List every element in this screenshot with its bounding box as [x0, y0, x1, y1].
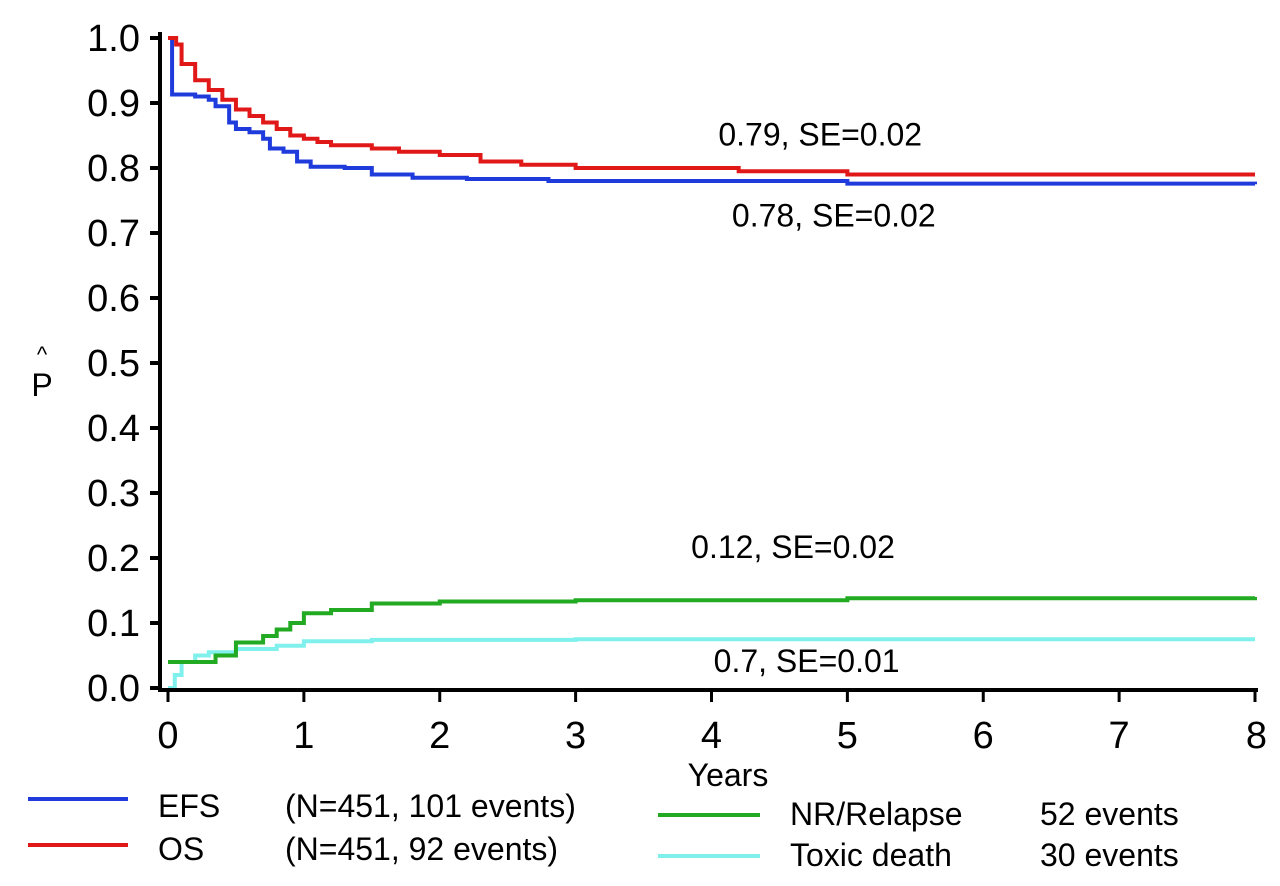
y-axis-title: ^ P — [31, 342, 52, 403]
series-line-nr-relapse — [168, 596, 1257, 664]
x-tick-label: 6 — [973, 715, 994, 757]
series-line-os — [168, 36, 1255, 177]
annotation-label: 0.78, SE=0.02 — [732, 198, 936, 234]
y-tick-label: 0.7 — [87, 213, 140, 255]
y-tick-label: 0.9 — [87, 83, 140, 125]
y-tick-label: 0.4 — [87, 408, 140, 450]
legend-detail-efs: (N=451, 101 events) — [285, 788, 576, 824]
x-axis-title: Years — [688, 757, 769, 793]
legend-detail-os: (N=451, 92 events) — [285, 831, 558, 867]
y-axis-title-hat: ^ — [37, 342, 48, 367]
y-tick-label: 0.8 — [87, 148, 140, 190]
x-tick-label: 7 — [1109, 715, 1130, 757]
annotation-label: 0.7, SE=0.01 — [714, 643, 900, 679]
legend-label-nr-relapse: NR/Relapse — [790, 796, 963, 832]
y-axis-title-p: P — [31, 367, 52, 403]
annotations: 0.79, SE=0.02 0.78, SE=0.02 0.12, SE=0.02 0… — [691, 116, 935, 679]
x-tick-label: 2 — [429, 715, 450, 757]
legend-label-efs: EFS — [158, 788, 220, 824]
series-line-efs — [168, 36, 1257, 186]
annotation-label: 0.12, SE=0.02 — [691, 529, 895, 565]
y-tick-label: 1.0 — [87, 18, 140, 60]
x-tick-label: 5 — [837, 715, 858, 757]
y-tick-label: 0.5 — [87, 343, 140, 385]
legend-detail-nr-relapse: 52 events — [1040, 796, 1179, 832]
y-tick-label: 0.3 — [87, 473, 140, 515]
y-tick-label: 0.0 — [87, 668, 140, 710]
y-tick-label: 0.6 — [87, 278, 140, 320]
x-tick-label: 4 — [701, 715, 722, 757]
legend-label-toxic-death: Toxic death — [790, 837, 952, 873]
x-axis: 0 1 2 3 4 5 6 7 8 — [157, 688, 1267, 757]
y-tick-label: 0.1 — [87, 603, 140, 645]
y-axis: 0.0 0.1 0.2 0.3 0.4 0.5 0.6 0.7 0.8 0.9 1.0 — [87, 18, 162, 710]
x-tick-label: 1 — [293, 715, 314, 757]
legend-detail-toxic-death: 30 events — [1040, 837, 1179, 873]
annotation-label: 0.79, SE=0.02 — [718, 116, 922, 152]
plot-lines — [168, 36, 1257, 690]
x-tick-label: 0 — [157, 715, 178, 757]
x-tick-label: 8 — [1246, 715, 1267, 757]
series-line-toxic-death — [168, 637, 1255, 690]
legend-label-os: OS — [158, 831, 204, 867]
y-tick-label: 0.2 — [87, 538, 140, 580]
legend: EFS (N=451, 101 events) OS (N=451, 92 ev… — [28, 788, 1179, 873]
x-tick-label: 3 — [565, 715, 586, 757]
